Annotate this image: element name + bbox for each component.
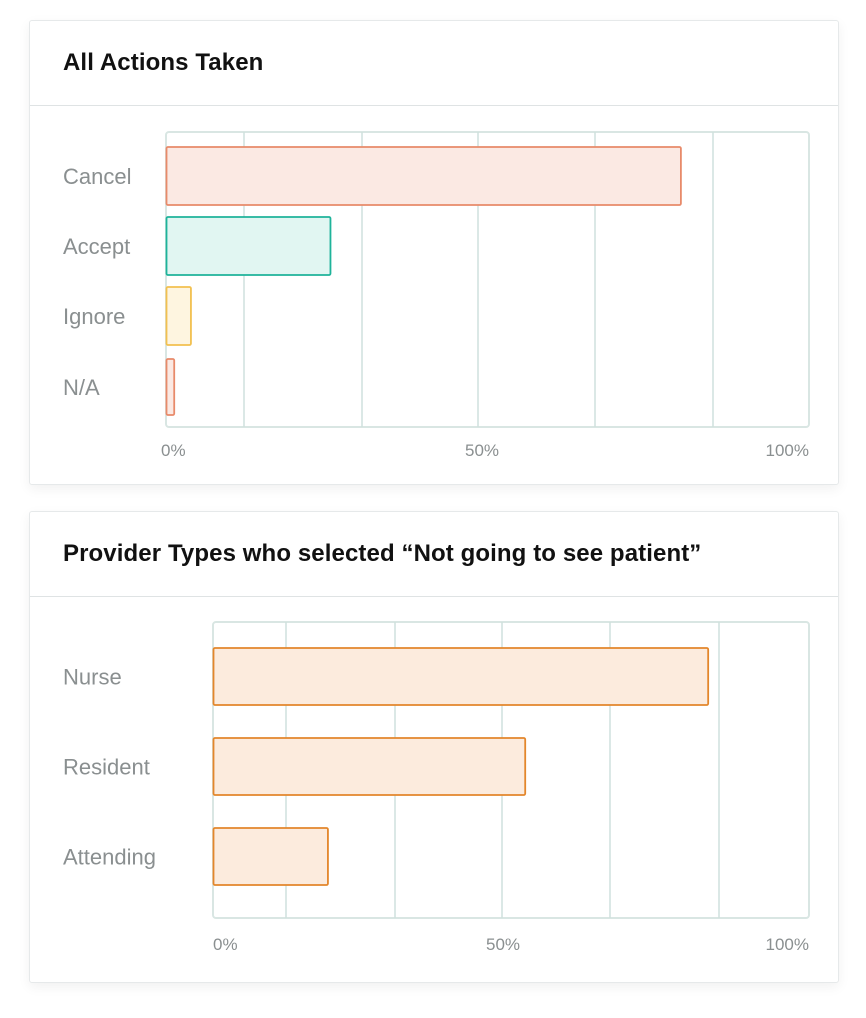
providers-category-label-nurse: Nurse [63,665,122,690]
providers-bar-resident [212,737,527,796]
actions-plot-frame [165,131,810,428]
providers-bar-attending [212,827,329,886]
provider-types-chart-title: Provider Types who selected “Not going t… [63,540,702,567]
actions-bar-cancel [165,146,682,206]
provider-types-card-header: Provider Types who selected “Not going t… [30,512,838,597]
provider-types-card: Provider Types who selected “Not going t… [29,511,839,983]
actions-card-header: All Actions Taken [30,21,838,106]
actions-category-label-accept: Accept [63,234,130,259]
providers-category-label-resident: Resident [63,755,150,780]
actions-tick-label: 100% [766,441,809,460]
actions-card: All Actions Taken Cancel Accept Ignore N/A 0… [29,20,839,485]
providers-bar-nurse [212,647,710,706]
actions-bar-n-a [165,358,176,416]
providers-tick-label: 100% [766,935,809,954]
providers-category-label-attending: Attending [63,845,156,870]
providers-tick-label: 0% [213,935,238,954]
providers-tick-label: 50% [486,935,520,954]
actions-tick-label: 50% [465,441,499,460]
actions-category-label-ignore: Ignore [63,304,125,329]
actions-bar-chart: Cancel Accept Ignore N/A 0% 50% 100% [63,131,810,460]
actions-bar-ignore [165,286,192,346]
actions-bar-accept [165,216,332,276]
actions-category-label-n-a: N/A [63,375,100,400]
actions-tick-label: 0% [161,441,186,460]
provider-types-bar-chart: Nurse Resident Attending 0% 50% 100% [63,621,810,954]
actions-category-label-cancel: Cancel [63,164,131,189]
actions-chart-title: All Actions Taken [63,49,264,76]
